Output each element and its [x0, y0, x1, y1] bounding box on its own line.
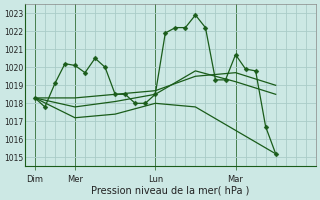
X-axis label: Pression niveau de la mer( hPa ): Pression niveau de la mer( hPa ) [91, 186, 250, 196]
